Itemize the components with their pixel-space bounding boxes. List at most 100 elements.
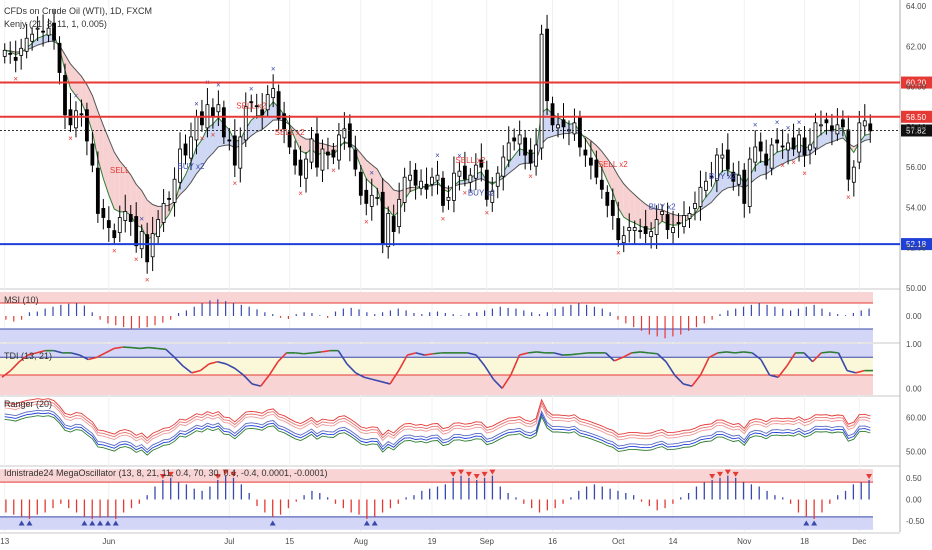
candle	[736, 160, 741, 197]
level-tag	[901, 238, 932, 251]
megaoscillator-pane: Idnistrade24 MegaOscillator (13, 8, 21, …	[0, 468, 873, 530]
price-axis[interactable]: 64.00 62.00 60.00 58.00 56.00 54.00 52.00 50.00…	[906, 2, 927, 526]
candle-body	[813, 122, 818, 149]
cloud-segment	[125, 167, 131, 216]
tdi-line-segment	[501, 374, 512, 389]
buy-mark: ×	[753, 120, 758, 129]
tdi-line-segment	[389, 370, 400, 385]
tdi-line-segment	[79, 354, 89, 361]
tdi-line-segment	[148, 346, 158, 350]
candle-body	[599, 179, 604, 190]
candle	[68, 93, 73, 132]
candle	[786, 133, 790, 165]
sell-mark: ×	[484, 208, 489, 217]
sell-mark: ×	[528, 172, 533, 181]
cloud-segment	[92, 95, 98, 160]
tdi-line-segment	[631, 351, 641, 354]
candle	[660, 204, 665, 222]
candle	[238, 127, 243, 183]
candle	[123, 194, 128, 233]
time-tick-label: Aug	[354, 537, 368, 546]
candle	[572, 108, 577, 141]
tdi-line-segment	[622, 352, 632, 359]
candle	[594, 150, 599, 185]
mega-sell-arrow	[167, 471, 174, 477]
level-tag	[901, 76, 932, 89]
candle-body	[375, 196, 380, 199]
level-tag-label: 60.20	[906, 79, 927, 88]
candle	[446, 185, 451, 210]
candle	[13, 40, 18, 73]
time-tick-label: Nov	[737, 537, 751, 546]
candle-body	[139, 231, 144, 250]
candle	[139, 224, 144, 259]
tdi-line-segment	[407, 352, 417, 356]
mega-sell-arrow	[716, 471, 723, 477]
candle	[112, 223, 117, 245]
tdi-line-segment	[260, 374, 270, 387]
candle-body	[452, 172, 456, 201]
candle-body	[161, 202, 166, 223]
time-tick-label: 13	[0, 537, 9, 546]
candle-body	[336, 134, 341, 161]
mega-buy-arrow	[18, 520, 25, 526]
candle-body	[52, 22, 56, 41]
candle	[293, 140, 297, 175]
sell-mark: ×	[616, 249, 621, 258]
tdi-line-segment	[381, 380, 391, 385]
candle-body	[621, 235, 626, 244]
candle-body	[643, 226, 648, 235]
candle-body	[189, 136, 193, 159]
price-tick-label: 62.00	[906, 42, 927, 51]
level-tag	[901, 110, 932, 123]
candle	[309, 127, 314, 170]
candle-body	[408, 174, 413, 181]
sell-mark: ×	[463, 188, 468, 197]
candle-body	[41, 30, 45, 33]
cloud-segment	[711, 178, 717, 203]
sell-mark: ×	[134, 255, 139, 264]
candle	[819, 110, 823, 136]
candle-body	[512, 137, 517, 142]
sell-mark: ×	[13, 74, 18, 83]
cloud-segment	[612, 166, 619, 209]
tdi-line-segment	[821, 351, 830, 354]
candle-body	[627, 227, 632, 231]
tdi-line-segment	[760, 359, 771, 376]
candle-body	[183, 143, 188, 156]
candle	[287, 115, 292, 155]
msi-tick-label: 0.00	[906, 312, 922, 321]
candle	[627, 213, 632, 243]
cloud-segment	[108, 139, 115, 210]
candle-body	[13, 56, 18, 61]
candle-body	[462, 165, 467, 180]
time-tick-label: 14	[669, 537, 678, 546]
candle-body	[682, 215, 686, 227]
level-tag-label: 58.50	[906, 113, 927, 122]
candle-body	[556, 124, 560, 129]
candle	[704, 171, 708, 198]
candle	[709, 161, 714, 187]
candle-body	[380, 191, 385, 245]
tdi-line-segment	[105, 347, 115, 354]
candle-body	[506, 142, 511, 161]
buy-mark: ×	[797, 118, 802, 127]
tdi-line-segment	[165, 348, 176, 358]
tdi-line-segment	[320, 349, 330, 353]
tdi-line-segment	[751, 352, 762, 361]
candle-body	[654, 219, 659, 236]
candle	[128, 205, 133, 236]
candle-body	[868, 123, 873, 132]
tdi-line-segment	[855, 369, 865, 374]
candle	[830, 113, 834, 146]
candle	[742, 163, 747, 218]
candle-body	[758, 141, 763, 152]
cloud-segment	[788, 147, 794, 162]
candle-body	[419, 180, 423, 189]
mega-band	[0, 469, 873, 483]
cloud-segment	[371, 164, 378, 189]
candle-body	[24, 37, 29, 52]
cloud-segment	[141, 190, 148, 239]
tdi-line-segment	[225, 363, 236, 370]
time-axis[interactable]: 13 Jun Jul 15 Aug 19 Sep 16 Oct 14 Nov 18 Dec	[0, 537, 866, 546]
